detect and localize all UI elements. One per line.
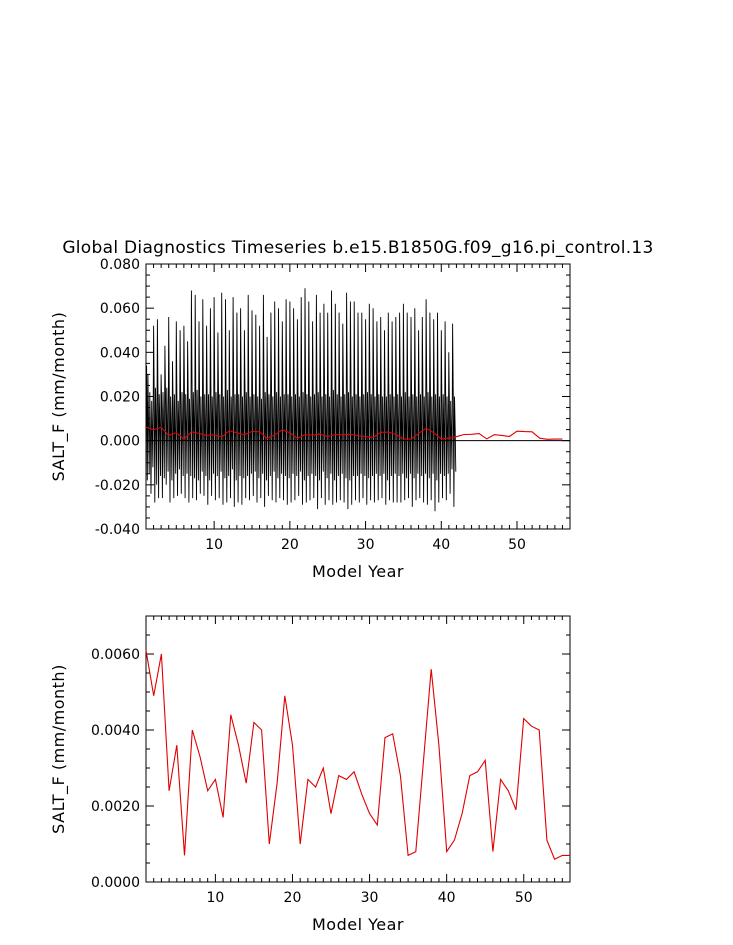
plot-frame <box>145 615 571 883</box>
series-line-annual-mean <box>145 650 570 860</box>
y-tick-label: -0.020 <box>95 478 140 494</box>
x-tick-label: 30 <box>361 890 379 906</box>
y-tick-label: -0.040 <box>95 522 140 538</box>
series-line-annual-mean <box>145 426 563 440</box>
x-tick-label: 30 <box>357 537 375 553</box>
y-tick-label: 0.0060 <box>91 647 140 663</box>
y-tick-label: 0.040 <box>100 345 140 361</box>
x-tick-label: 50 <box>515 890 533 906</box>
chart-title: Global Diagnostics Timeseries b.e15.B185… <box>62 238 653 258</box>
x-axis-label: Model Year <box>312 562 404 581</box>
series-line-monthly <box>145 288 457 512</box>
x-tick-label: 10 <box>206 890 224 906</box>
x-tick-label: 20 <box>281 537 299 553</box>
chart-panel-1: 10 20 30 40 50 -0.040 -0.020 0.000 0.020 0.040 0.0… <box>49 257 571 581</box>
x-tick-label: 20 <box>284 890 302 906</box>
x-tick-label: 10 <box>205 537 223 553</box>
x-tick-label: 50 <box>508 537 526 553</box>
y-tick-label: 0.0040 <box>91 723 140 739</box>
y-tick-label: 0.000 <box>100 434 140 450</box>
chart-panel-2: 10 20 30 40 50 0.0000 0.0020 0.0040 0.0060 Model … <box>49 615 571 934</box>
x-axis-label: Model Year <box>312 915 404 934</box>
x-tick-label: 40 <box>432 537 450 553</box>
y-tick-label: 0.060 <box>100 301 140 317</box>
y-tick-label: 0.080 <box>100 257 140 273</box>
y-tick-label: 0.0020 <box>91 799 140 815</box>
y-axis-label: SALT_F (mm/month) <box>49 664 69 834</box>
y-tick-label: 0.0000 <box>91 875 140 891</box>
y-tick-label: 0.020 <box>100 390 140 406</box>
x-tick-label: 40 <box>438 890 456 906</box>
y-axis-label: SALT_F (mm/month) <box>49 312 69 482</box>
